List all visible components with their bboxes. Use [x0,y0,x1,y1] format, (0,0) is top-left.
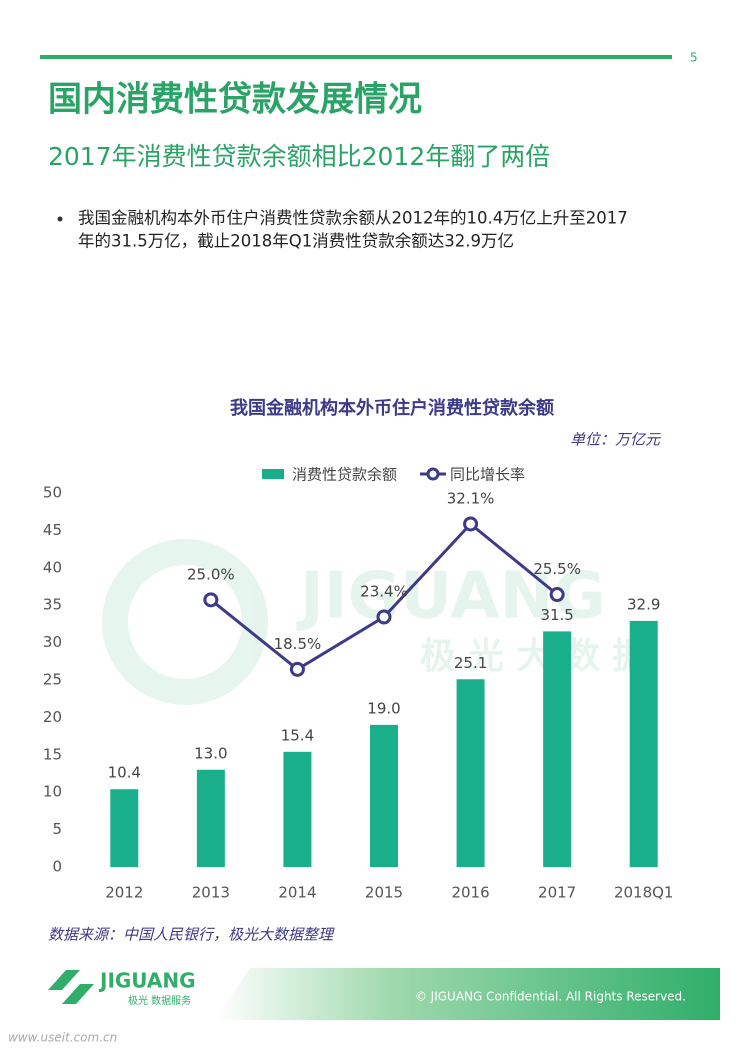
bullet-line: 我国金融机构本外币住户消费性贷款余额从2012年的10.4万亿上升至2017 [78,209,628,228]
footer-logo-sub: 极光 数据服务 [128,994,191,1007]
x-tick-label: 2017 [538,884,576,902]
legend-swatch [262,469,284,479]
legend-marker [426,467,440,481]
line-marker [203,592,219,608]
bar-value-label: 13.0 [194,744,227,762]
y-tick-label: 0 [52,858,62,876]
bar-value-label: 25.1 [454,654,487,672]
y-tick-label: 25 [43,671,62,689]
y-tick-label: 30 [43,633,62,651]
line-value-label: 32.1% [447,489,495,507]
bar-value-label: 19.0 [367,699,400,717]
bar [456,679,485,867]
line-value-label: 23.4% [360,582,408,600]
site-watermark: www.useit.com.cn [8,1031,117,1045]
line-value-label: 25.5% [533,560,581,578]
bar [543,631,572,867]
y-tick-label: 35 [43,596,62,614]
chart-unit: 单位：万亿元 [570,431,661,449]
watermark-cn: 极光大数据 [420,636,660,677]
chart-source: 数据来源：中国人民银行，极光大数据整理 [48,926,335,944]
page-subtitle: 2017年消费性贷款余额相比2012年翻了两倍 [48,142,550,171]
bar-value-label: 10.4 [108,764,141,782]
y-tick-label: 50 [43,484,62,502]
header-rule [40,55,672,59]
line-value-label: 18.5% [274,635,322,653]
bar [629,620,658,867]
bar-value-label: 15.4 [281,726,314,744]
watermark-logo [102,539,268,705]
watermark: JIGUANG 极光大数据 [102,539,660,705]
chart-title: 我国金融机构本外币住户消费性贷款余额 [230,397,554,419]
y-tick-label: 20 [43,708,62,726]
bar [196,769,225,867]
y-tick-label: 10 [43,783,62,801]
x-tick-label: 2018Q1 [614,884,674,902]
bar [370,724,398,867]
line-value-label: 25.0% [187,565,235,583]
x-tick-label: 2012 [105,884,143,902]
bullet-dot [57,216,63,222]
y-tick-label: 40 [43,558,62,576]
x-tick-label: 2015 [365,884,403,902]
y-tick-label: 15 [43,745,62,763]
page-title: 国内消费性贷款发展情况 [48,80,422,120]
page-number: 5 [690,51,698,65]
bullet-line: 年的31.5万亿，截止2018年Q1消费性贷款余额达32.9万亿 [78,232,514,251]
bar-value-label: 31.5 [540,606,573,624]
x-tick-label: 2016 [451,884,489,902]
x-tick-label: 2014 [278,884,316,902]
bar [283,751,312,867]
bar-value-label: 32.9 [627,595,660,613]
footer-copyright: © JIGUANG Confidential. All Rights Reser… [415,990,686,1004]
x-tick-label: 2013 [192,884,230,902]
line-marker [289,661,305,677]
line-marker [463,516,479,532]
line-marker [376,609,392,625]
footer-band [215,968,720,1020]
bar [110,789,139,867]
y-tick-label: 45 [43,521,62,539]
legend-label: 消费性贷款余额 [292,466,397,484]
footer-logo-icon [48,970,94,1004]
y-tick-label: 5 [52,820,62,838]
footer-logo: JIGUANG [98,969,196,993]
legend-label: 同比增长率 [450,466,525,484]
line-marker [549,587,565,603]
